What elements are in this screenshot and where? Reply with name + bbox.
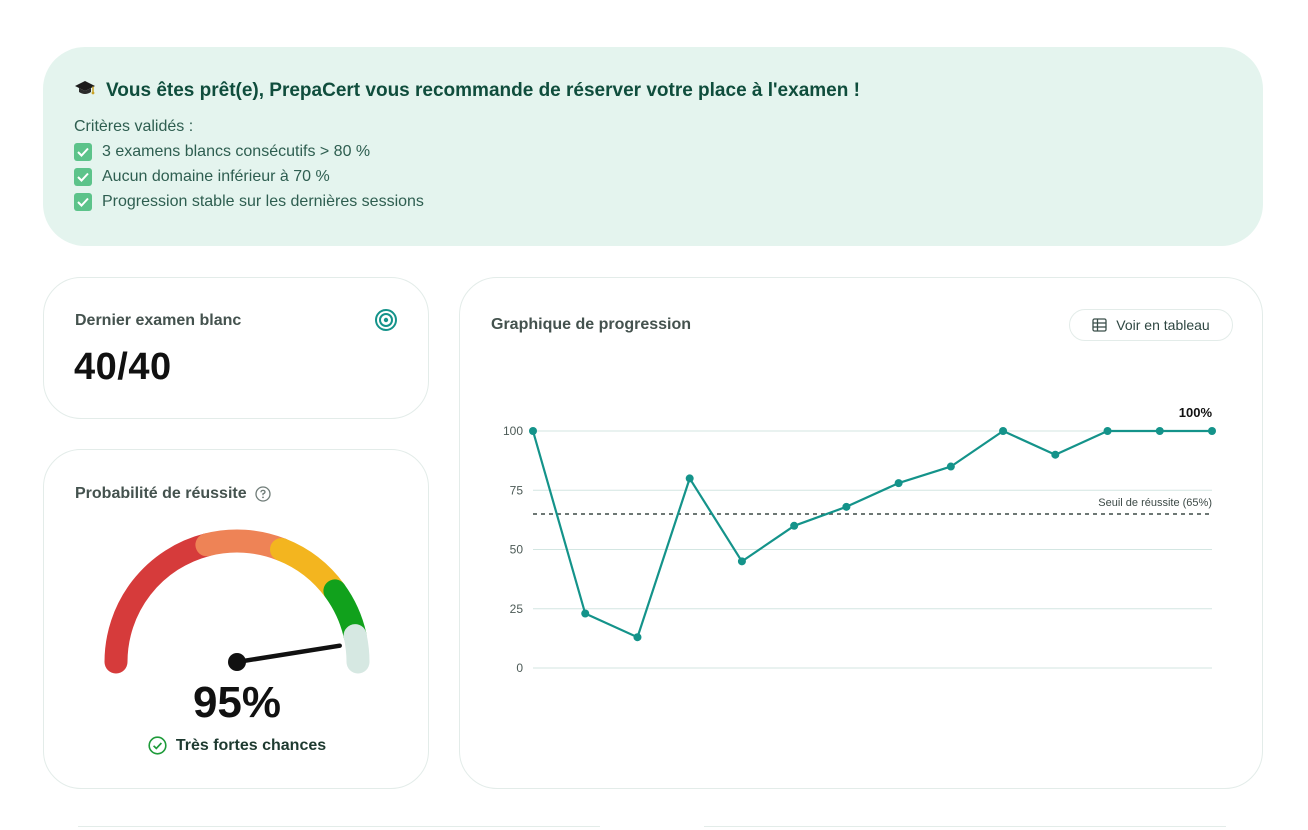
criteria-heading: Critères validés : [74,118,194,135]
y-tick-label: 75 [510,483,524,497]
series-line [531,429,1212,639]
criteria-text: Progression stable sur les dernières ses… [102,193,424,210]
data-point[interactable] [581,609,590,618]
data-point[interactable] [999,427,1008,435]
data-point[interactable] [1051,450,1060,459]
data-point[interactable] [842,502,851,511]
data-point[interactable] [1155,427,1164,435]
banner-title: Vous êtes prêt(e), PrepaCert vous recomm… [106,79,860,101]
banner-title-row: Vous êtes prêt(e), PrepaCert vous recomm… [74,79,1233,102]
data-point[interactable] [633,633,642,642]
probability-gauge [104,529,370,674]
probability-value: 95% [192,678,282,727]
data-point[interactable] [685,474,694,483]
gauge-pivot [228,653,246,671]
checkbox-checked-icon [74,143,92,161]
table-icon [1092,318,1107,332]
help-icon[interactable] [254,486,271,502]
probability-status: Très fortes chances [44,736,430,755]
data-point[interactable] [1103,427,1112,435]
success-probability-card: Probabilité de réussite 95% Très fortes … [43,449,429,789]
recommendation-banner: Vous êtes prêt(e), PrepaCert vous recomm… [43,47,1263,246]
threshold-label: Seuil de réussite (65%) [1098,497,1212,509]
data-point[interactable] [894,479,903,488]
criteria-item: Aucun domaine inférieur à 70 % [74,168,1233,186]
view-as-table-label: Voir en tableau [1116,317,1210,333]
last-exam-card: Dernier examen blanc 40/40 [43,277,429,419]
criteria-item: 3 examens blancs consécutifs > 80 % [74,143,1233,161]
criteria-text: Aucun domaine inférieur à 70 % [102,168,330,185]
probability-label: Probabilité de réussite [75,485,247,502]
progression-line-chart: 100 75 50 25 0 Seuil de réussite (65%) 100% [503,405,1216,675]
next-card-edge [78,826,600,830]
y-tick-label: 25 [510,602,524,616]
chart-title: Graphique de progression [491,316,692,333]
probability-label-row: Probabilité de réussite [75,485,271,503]
progression-chart-card: Graphique de progression Voir en tableau… [459,277,1263,789]
checkbox-checked-icon [74,168,92,186]
gauge-segment [343,624,370,674]
data-point[interactable] [946,462,955,471]
data-point[interactable] [1208,427,1216,435]
last-value-label: 100% [1179,405,1213,420]
checkbox-checked-icon [74,193,92,211]
data-point[interactable] [790,521,799,530]
gauge-needle [234,643,342,665]
next-card-edge [704,826,1226,830]
y-tick-label: 0 [516,661,523,675]
last-exam-score: 40/40 [74,346,172,388]
y-tick-label: 100 [503,424,523,438]
probability-status-text: Très fortes chances [175,736,327,754]
target-icon [374,308,398,337]
view-as-table-button[interactable]: Voir en tableau [1069,309,1233,341]
y-tick-label: 50 [510,543,524,557]
data-point[interactable] [529,427,537,435]
gauge-segment [104,533,219,674]
data-point[interactable] [737,557,746,566]
graduation-cap-icon [74,79,96,102]
criteria-item: Progression stable sur les dernières ses… [74,193,1233,211]
last-exam-label: Dernier examen blanc [75,312,242,329]
check-circle-icon [148,736,167,755]
criteria-text: 3 examens blancs consécutifs > 80 % [102,143,371,160]
